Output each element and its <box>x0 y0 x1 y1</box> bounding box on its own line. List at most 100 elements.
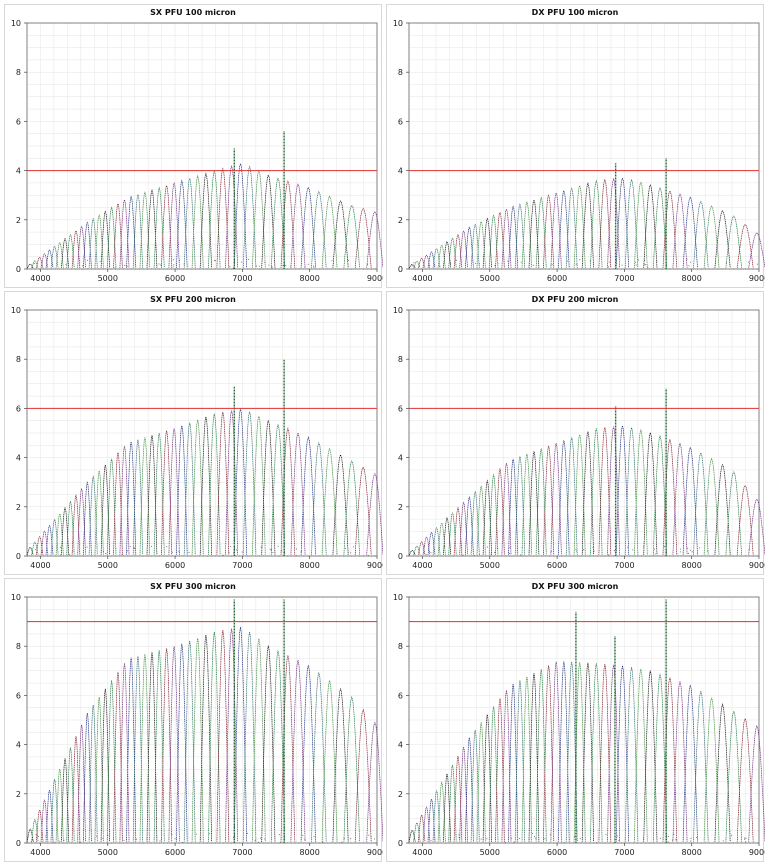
order-arc <box>168 428 180 555</box>
noise-point <box>182 841 184 843</box>
noise-point <box>653 548 655 550</box>
noise-point <box>647 267 649 269</box>
order-arc <box>183 640 196 842</box>
order-arc <box>714 703 731 842</box>
y-tick-label: 8 <box>398 68 403 77</box>
noise-point <box>688 552 690 554</box>
order-arc <box>448 512 457 555</box>
order-arc <box>662 190 678 268</box>
x-tick-label: 6000 <box>165 561 185 570</box>
order-arc <box>233 626 248 842</box>
order-arc <box>321 680 338 842</box>
noise-point <box>264 261 266 263</box>
order-arc <box>459 501 468 555</box>
order-arc <box>270 424 286 555</box>
order-arc <box>168 181 180 268</box>
order-arc <box>528 451 540 555</box>
order-arc <box>242 165 257 268</box>
noise-point <box>230 545 232 547</box>
noise-point <box>679 551 681 553</box>
order-arc <box>543 194 555 268</box>
noise-point <box>589 260 591 262</box>
order-arc <box>126 441 137 555</box>
order-arc <box>183 422 196 555</box>
x-tick-label: 7000 <box>232 274 252 283</box>
noise-point <box>65 263 67 265</box>
order-arc <box>55 769 64 842</box>
order-arc <box>581 431 594 555</box>
order-arc <box>50 245 59 268</box>
grid-lines <box>408 596 760 844</box>
order-arc <box>366 472 383 555</box>
noise-point <box>608 554 610 556</box>
order-arc <box>191 637 204 842</box>
noise-point <box>69 554 71 556</box>
y-tick-label: 2 <box>16 216 21 225</box>
noise-point <box>285 265 287 267</box>
y-tick-label: 2 <box>16 503 21 512</box>
noise-point <box>748 548 750 550</box>
order-arc <box>488 214 499 268</box>
noise-point <box>348 259 350 261</box>
noise-point <box>473 555 475 557</box>
noise-point <box>172 266 174 268</box>
order-arc <box>77 225 86 268</box>
order-arc <box>132 655 144 842</box>
order-arc <box>703 697 720 842</box>
order-arc <box>270 177 286 268</box>
order-arc <box>590 428 603 555</box>
noise-point <box>86 259 88 261</box>
noise-point <box>691 551 693 553</box>
x-tick-label: 5000 <box>480 274 500 283</box>
noise-point <box>228 552 230 554</box>
order-arc <box>161 430 173 555</box>
order-arc <box>71 494 81 555</box>
y-tick-label: 8 <box>398 642 403 651</box>
noise-points <box>33 258 369 270</box>
noise-point <box>455 834 457 836</box>
x-tick-label: 8000 <box>682 561 702 570</box>
order-arc <box>208 631 221 842</box>
noise-point <box>79 841 81 843</box>
noise-point <box>549 834 551 836</box>
order-arc <box>413 261 421 269</box>
order-arc <box>558 189 570 268</box>
chart-title: DX PFU 300 micron <box>531 582 619 591</box>
order-arc <box>725 215 742 268</box>
noise-point <box>246 832 248 834</box>
noise-point <box>209 833 211 835</box>
order-arc <box>693 200 709 268</box>
y-tick-label: 6 <box>16 691 21 700</box>
x-tick-label: 6000 <box>547 274 567 283</box>
noise-point <box>345 548 347 550</box>
noise-point <box>173 264 175 266</box>
order-arc <box>535 196 547 268</box>
noise-point <box>730 834 732 836</box>
order-arc <box>703 205 720 268</box>
order-arc <box>311 672 327 842</box>
noise-point <box>103 550 105 552</box>
order-arc <box>146 652 158 842</box>
order-arc <box>714 210 731 268</box>
noise-point <box>529 268 531 270</box>
order-arc <box>119 198 130 268</box>
noise-point <box>269 548 271 550</box>
order-arc <box>45 249 54 268</box>
order-arc <box>565 661 578 842</box>
order-arc <box>332 200 349 268</box>
order-arc <box>176 643 188 842</box>
noise-point <box>423 545 425 547</box>
order-arc <box>470 729 480 842</box>
order-arc <box>261 420 276 555</box>
noise-point <box>188 551 190 553</box>
noise-point <box>114 267 116 269</box>
order-arc <box>442 241 452 268</box>
noise-point <box>663 546 665 548</box>
noise-point <box>71 550 73 552</box>
order-arc <box>100 688 110 842</box>
plot-frame <box>26 596 378 844</box>
